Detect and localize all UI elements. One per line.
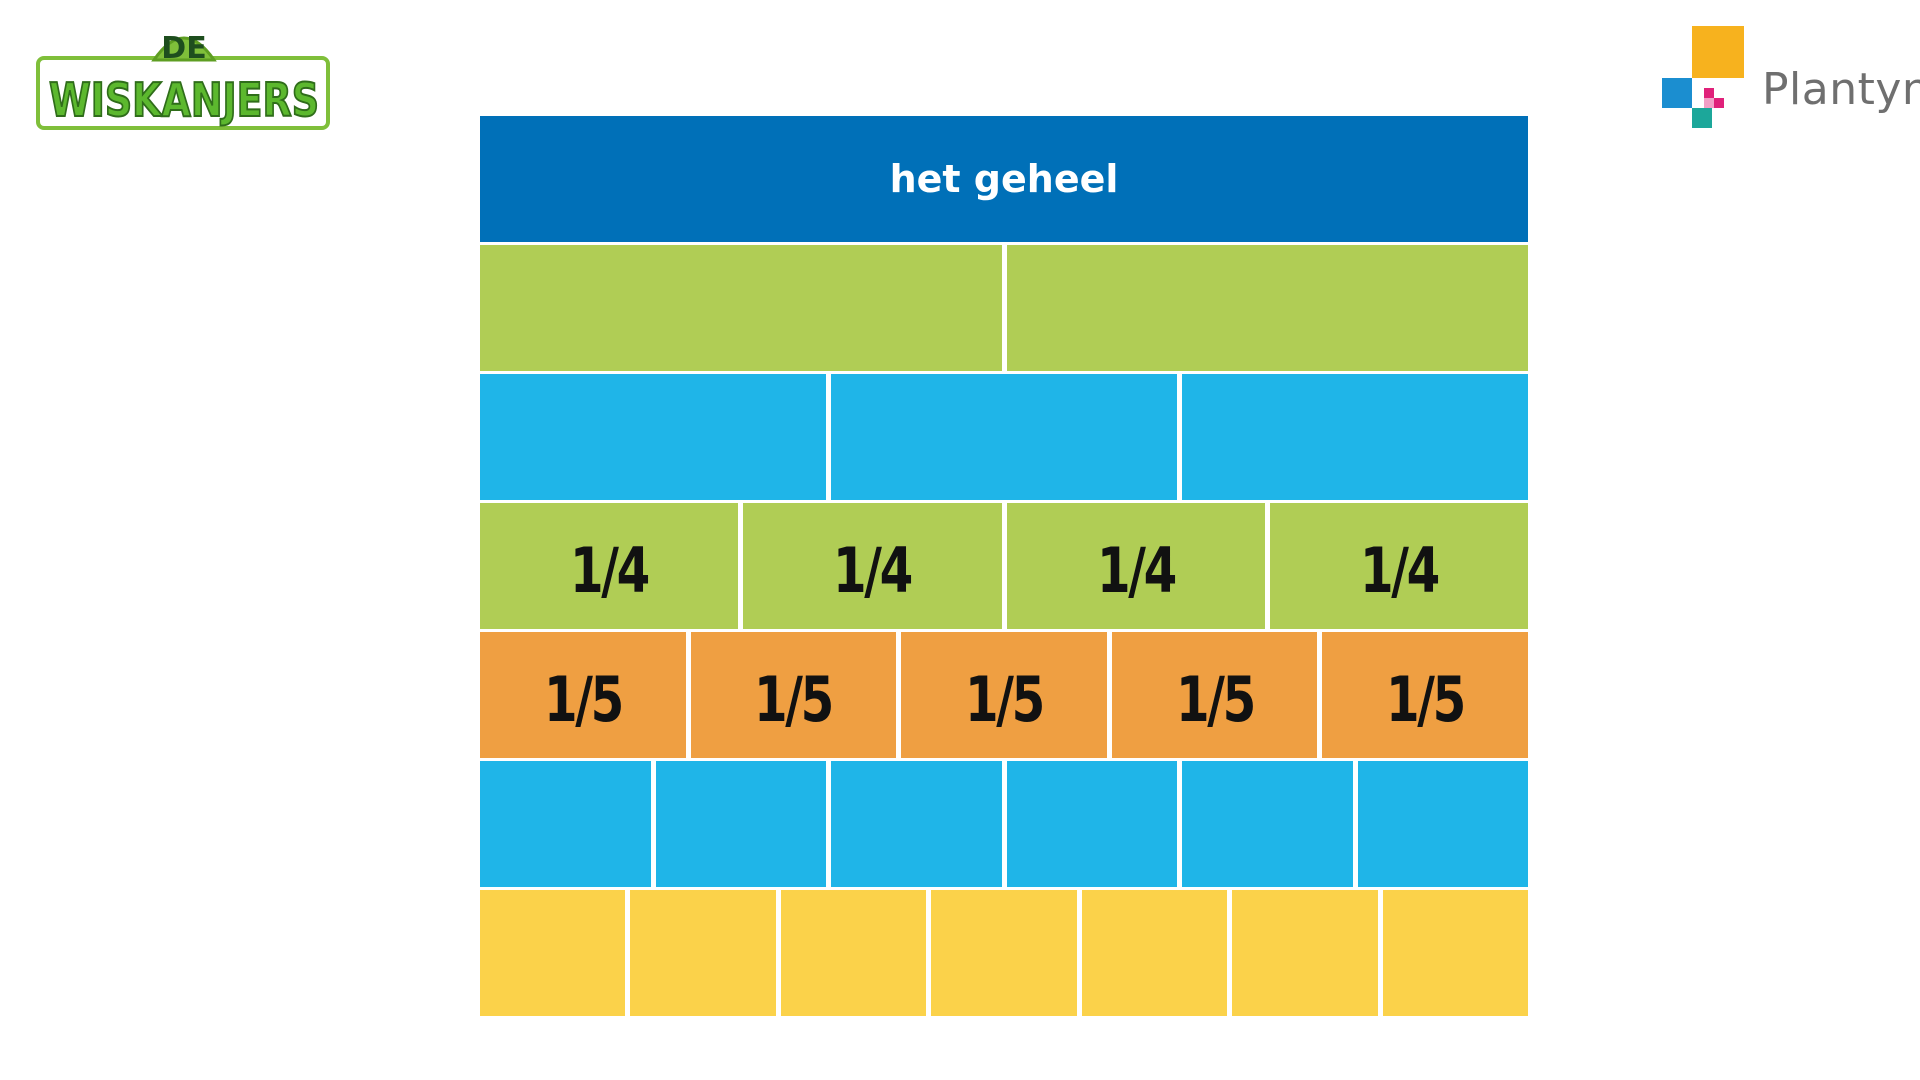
quarter-label: 1/4 (570, 533, 650, 607)
quarter-label: 1/4 (1096, 533, 1177, 607)
logo-de-text: DE (161, 31, 206, 66)
row-whole: het geheel (480, 116, 1528, 242)
row-halves (480, 245, 1528, 371)
logo-wiskanjers-text: WISKANJERS (49, 73, 319, 127)
sixth-block (480, 761, 651, 887)
third-block (831, 374, 1177, 500)
third-block (480, 374, 826, 500)
wiskanjers-logo: DE WISKANJERS (34, 18, 334, 133)
plantyn-logo: Plantyn (1660, 24, 1920, 134)
quarter-label: 1/4 (833, 533, 913, 607)
quarter-block: 1/4 (743, 503, 1002, 629)
plantyn-wordmark: Plantyn (1762, 64, 1920, 115)
row-fifths: 1/5 1/5 1/5 1/5 1/5 (480, 632, 1528, 758)
fifth-label: 1/5 (1386, 662, 1466, 736)
fifth-label: 1/5 (754, 662, 834, 736)
seventh-block (480, 890, 626, 1016)
fifth-label: 1/5 (543, 662, 624, 736)
seventh-block (630, 890, 776, 1016)
quarter-block: 1/4 (480, 503, 739, 629)
third-block (1182, 374, 1528, 500)
row-sevenths (480, 890, 1528, 1016)
row-quarters: 1/4 1/4 1/4 1/4 (480, 503, 1528, 629)
row-thirds (480, 374, 1528, 500)
fifth-label: 1/5 (965, 662, 1045, 736)
fifth-block: 1/5 (480, 632, 686, 758)
half-block (480, 245, 1002, 371)
seventh-block (1232, 890, 1378, 1016)
fifth-label: 1/5 (1175, 662, 1256, 736)
fifth-block: 1/5 (1322, 632, 1528, 758)
seventh-block (931, 890, 1077, 1016)
sixth-block (655, 761, 826, 887)
sixth-block (1006, 761, 1177, 887)
fifth-block: 1/5 (690, 632, 897, 758)
quarter-label: 1/4 (1359, 533, 1440, 607)
sixth-block (1182, 761, 1353, 887)
fifth-block: 1/5 (901, 632, 1107, 758)
sixth-block (831, 761, 1002, 887)
fifth-block: 1/5 (1111, 632, 1318, 758)
row-sixths (480, 761, 1528, 887)
half-block (1006, 245, 1528, 371)
plantyn-mark-icon (1660, 24, 1750, 134)
quarter-block: 1/4 (1269, 503, 1528, 629)
seventh-block (1081, 890, 1228, 1016)
whole-block: het geheel (480, 116, 1528, 242)
sixth-block (1357, 761, 1528, 887)
quarter-block: 1/4 (1006, 503, 1265, 629)
seventh-block (780, 890, 927, 1016)
seventh-block (1382, 890, 1528, 1016)
fraction-wall: het geheel 1/4 1/4 1/4 1/4 1/5 1/5 1/5 1… (480, 116, 1528, 1016)
